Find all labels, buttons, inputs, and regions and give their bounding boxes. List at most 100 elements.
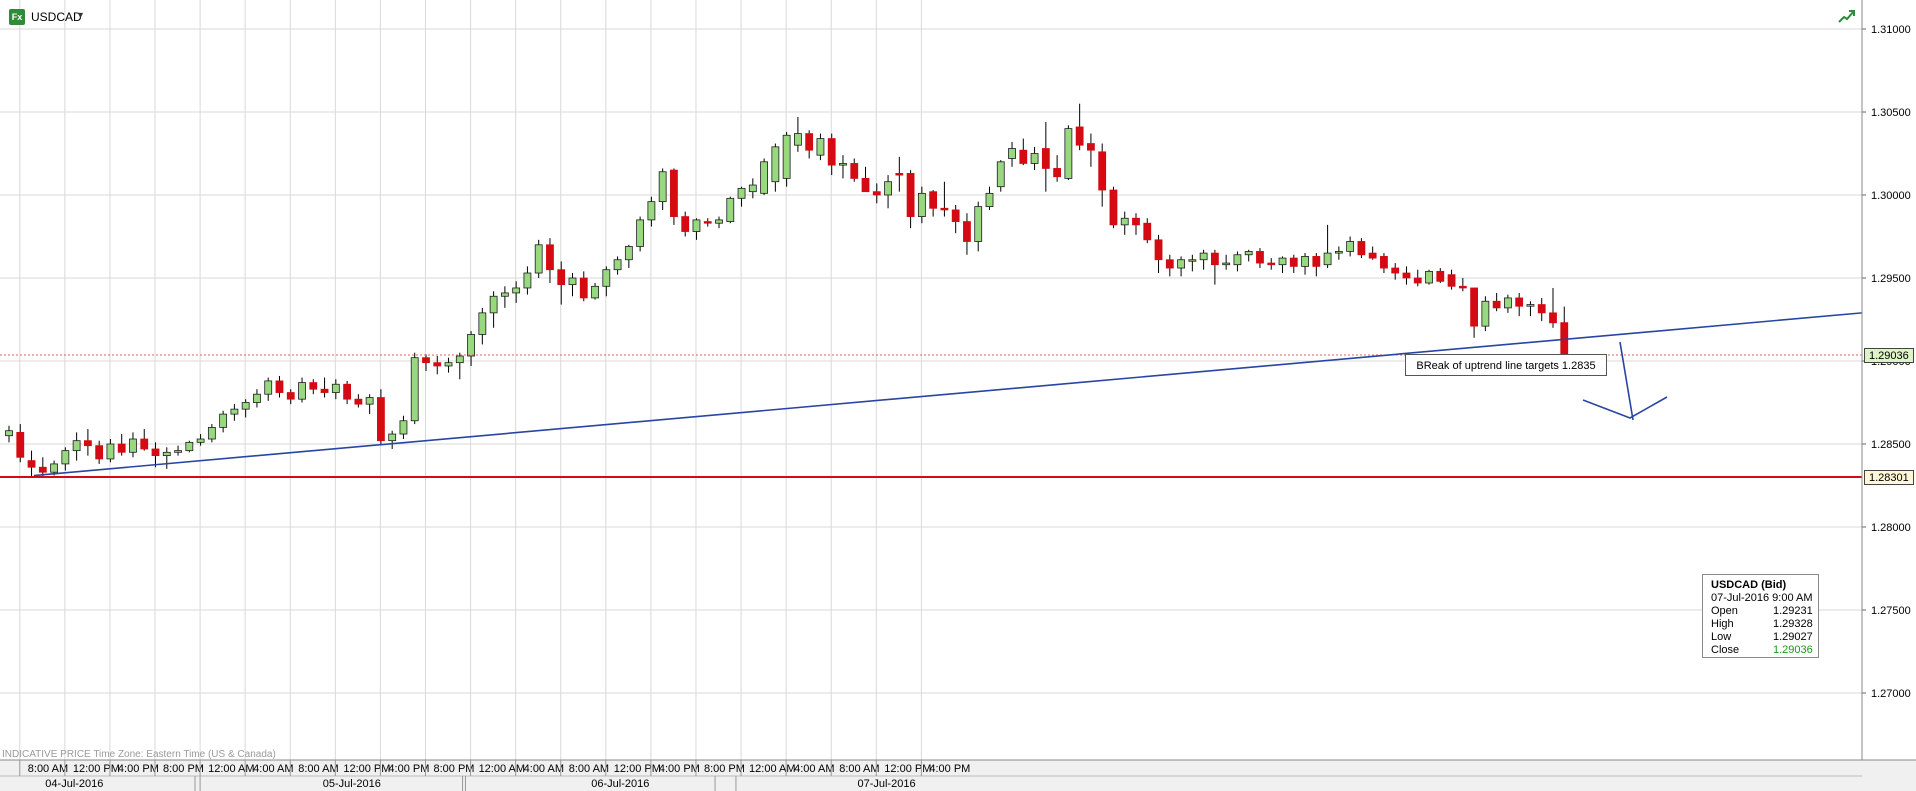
x-tick-label: 4:00 PM xyxy=(659,763,700,775)
y-tick-label: 1.29500 xyxy=(1871,273,1911,285)
ohlc-value: 1.29027 xyxy=(1773,631,1813,643)
candle-down xyxy=(27,460,36,468)
y-tick-label: 1.31000 xyxy=(1871,24,1911,36)
candle-up xyxy=(365,397,374,405)
candle-up xyxy=(985,192,994,208)
candle-down xyxy=(1380,256,1388,269)
candle-down xyxy=(1537,304,1546,314)
annotation-box[interactable]: BReak of uptrend line targets 1.2835 xyxy=(1405,354,1607,376)
candle-up xyxy=(771,146,780,183)
candle-up xyxy=(444,362,453,367)
x-tick-label: 12:00 PM xyxy=(884,763,931,775)
candle-down xyxy=(861,177,870,193)
x-tick-label: 8:00 PM xyxy=(433,763,474,775)
candle-up xyxy=(253,393,261,403)
candle-up xyxy=(1120,217,1129,226)
candle-down xyxy=(681,216,690,232)
candle-down xyxy=(1312,256,1321,267)
candle-up xyxy=(1199,252,1208,261)
candle-down xyxy=(1132,217,1140,226)
candle-down xyxy=(951,209,960,222)
candle-down xyxy=(320,388,329,393)
fx-icon: Fx xyxy=(9,9,25,25)
candle-up xyxy=(715,219,723,224)
candle-up xyxy=(917,192,926,217)
candle-up xyxy=(737,187,746,199)
candle-down xyxy=(872,191,881,196)
candle-up xyxy=(1481,300,1490,327)
x-tick-label: 12:00 PM xyxy=(73,763,120,775)
candle-down xyxy=(140,438,149,450)
candle-down xyxy=(1492,300,1501,309)
candle-down xyxy=(579,277,588,299)
candle-up xyxy=(298,382,306,400)
candle-up xyxy=(230,408,239,415)
x-tick-label: 4:00 PM xyxy=(118,763,159,775)
candle-down xyxy=(354,398,363,405)
candle-up xyxy=(455,355,464,364)
indicative-price-note: INDICATIVE PRICE Time Zone: Eastern Time… xyxy=(2,749,276,760)
candle-up xyxy=(399,420,408,435)
trend-up-icon[interactable] xyxy=(1838,8,1856,24)
candle-down xyxy=(377,397,385,442)
candle-down xyxy=(422,357,430,364)
candle-down xyxy=(1041,148,1050,169)
candle-up xyxy=(760,161,768,194)
annotation-arrow-shaft xyxy=(1619,341,1634,421)
candle-up xyxy=(624,246,633,261)
candle-up xyxy=(331,383,340,393)
x-tick-label: 12:00 PM xyxy=(614,763,661,775)
time-axis[interactable]: 8:00 AM 12:00 PM4:00 PM 8:00 PM 12:00 AM4:0… xyxy=(0,759,1916,791)
ohlc-value: 1.29231 xyxy=(1773,605,1813,617)
ohlc-row-low: Low 1.29027 xyxy=(1711,631,1818,644)
y-tick-label: 1.28500 xyxy=(1871,439,1911,451)
annotation-arrow-head xyxy=(1582,396,1668,419)
candle-up xyxy=(388,433,397,442)
x-date-label: 06-Jul-2016 xyxy=(591,778,649,790)
candle-down xyxy=(827,138,836,166)
y-tick-label: 1.30500 xyxy=(1871,107,1911,119)
candle-up xyxy=(1177,259,1185,269)
price-axis[interactable]: 1.310001.305001.300001.295001.290001.285… xyxy=(1861,0,1911,791)
candle-down xyxy=(906,173,915,217)
x-tick-label: 8:00 PM xyxy=(704,763,745,775)
chevron-down-icon[interactable]: ▼ xyxy=(76,10,85,20)
symbol-selector[interactable]: USDCAD xyxy=(31,10,82,24)
x-tick-label: 12:00 AM xyxy=(749,763,795,775)
candle-up xyxy=(1334,251,1343,254)
candle-down xyxy=(1413,277,1422,284)
candle-up xyxy=(478,312,487,335)
candle-down xyxy=(1075,126,1084,146)
candle-down xyxy=(1458,285,1467,289)
last-price-tag: 1.29036 xyxy=(1864,348,1914,363)
candle-up xyxy=(996,161,1005,188)
candle-up xyxy=(467,334,475,357)
candle-down xyxy=(309,382,318,390)
candle-down xyxy=(1402,272,1411,279)
y-tick-label: 1.27500 xyxy=(1871,605,1911,617)
x-date-label: 05-Jul-2016 xyxy=(323,778,381,790)
x-tick-label: 8:00 PM xyxy=(163,763,204,775)
candle-up xyxy=(726,197,735,222)
candle-up xyxy=(523,272,532,289)
x-tick-label: 4:00 PM xyxy=(929,763,970,775)
candle-down xyxy=(1019,149,1028,164)
candle-down xyxy=(1267,262,1276,266)
candle-up xyxy=(1233,254,1242,266)
x-tick-label: 12:00 AM xyxy=(479,763,525,775)
candle-up xyxy=(264,380,273,395)
ohlc-value: 1.29036 xyxy=(1773,644,1813,656)
candle-down xyxy=(1154,239,1163,261)
candle-down xyxy=(670,169,678,217)
candle-down xyxy=(1098,151,1107,191)
candle-up xyxy=(658,171,667,203)
x-tick-label: 8:00 AM xyxy=(839,763,879,775)
x-date-label: 04-Jul-2016 xyxy=(45,778,103,790)
candle-up xyxy=(647,201,656,221)
candle-down xyxy=(1256,251,1264,264)
ohlc-value: 1.29328 xyxy=(1773,618,1813,630)
candle-down xyxy=(1470,287,1478,327)
candle-down xyxy=(850,163,859,179)
